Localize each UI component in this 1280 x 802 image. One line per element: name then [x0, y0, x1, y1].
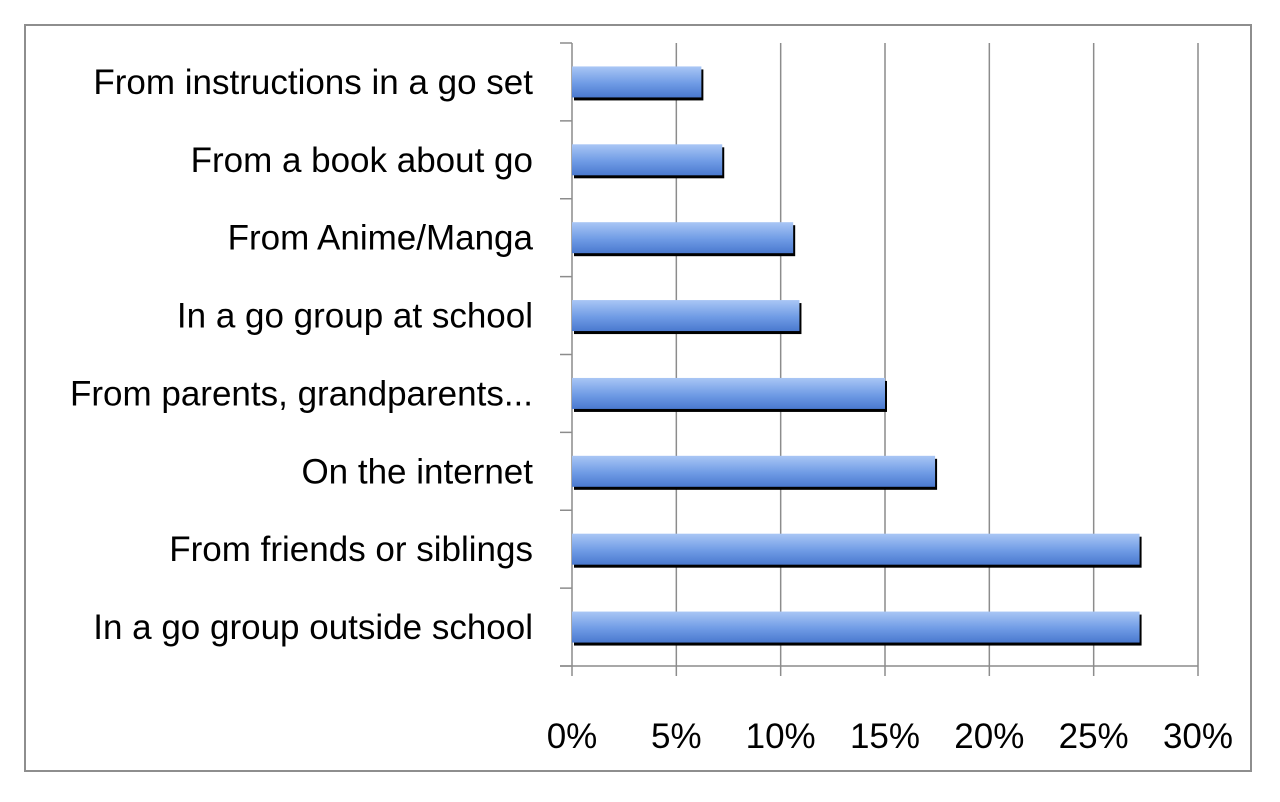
axes: [560, 42, 1199, 676]
x-tick-label: 5%: [651, 717, 702, 756]
category-label: In a go group outside school: [93, 608, 533, 647]
category-label: On the internet: [301, 452, 533, 491]
bar: [572, 66, 702, 98]
bar: [572, 455, 936, 487]
x-tick-label: 25%: [1059, 717, 1129, 756]
category-label: From instructions in a go set: [93, 63, 533, 102]
bars: [572, 66, 1142, 646]
category-label: In a go group at school: [177, 297, 533, 336]
x-tick-label: 10%: [746, 717, 816, 756]
category-labels: From instructions in a go set From a book…: [70, 63, 534, 647]
bar: [572, 611, 1140, 643]
bar: [572, 533, 1140, 565]
bar: [572, 300, 800, 332]
category-label: From a book about go: [191, 141, 533, 180]
bar: [572, 377, 885, 409]
category-label: From friends or siblings: [169, 530, 533, 569]
x-tick-label: 20%: [954, 717, 1024, 756]
category-label: From parents, grandparents...: [70, 374, 533, 413]
category-label: From Anime/Manga: [228, 219, 534, 258]
x-tick-label: 0%: [547, 717, 598, 756]
gridlines: [675, 43, 1199, 666]
x-tick-label: 15%: [850, 717, 920, 756]
x-tick-label: 30%: [1163, 717, 1233, 756]
tick-labels: 0% 5% 10% 15% 20% 25% 30%: [547, 717, 1233, 756]
bar: [572, 144, 723, 176]
bar: [572, 222, 794, 254]
